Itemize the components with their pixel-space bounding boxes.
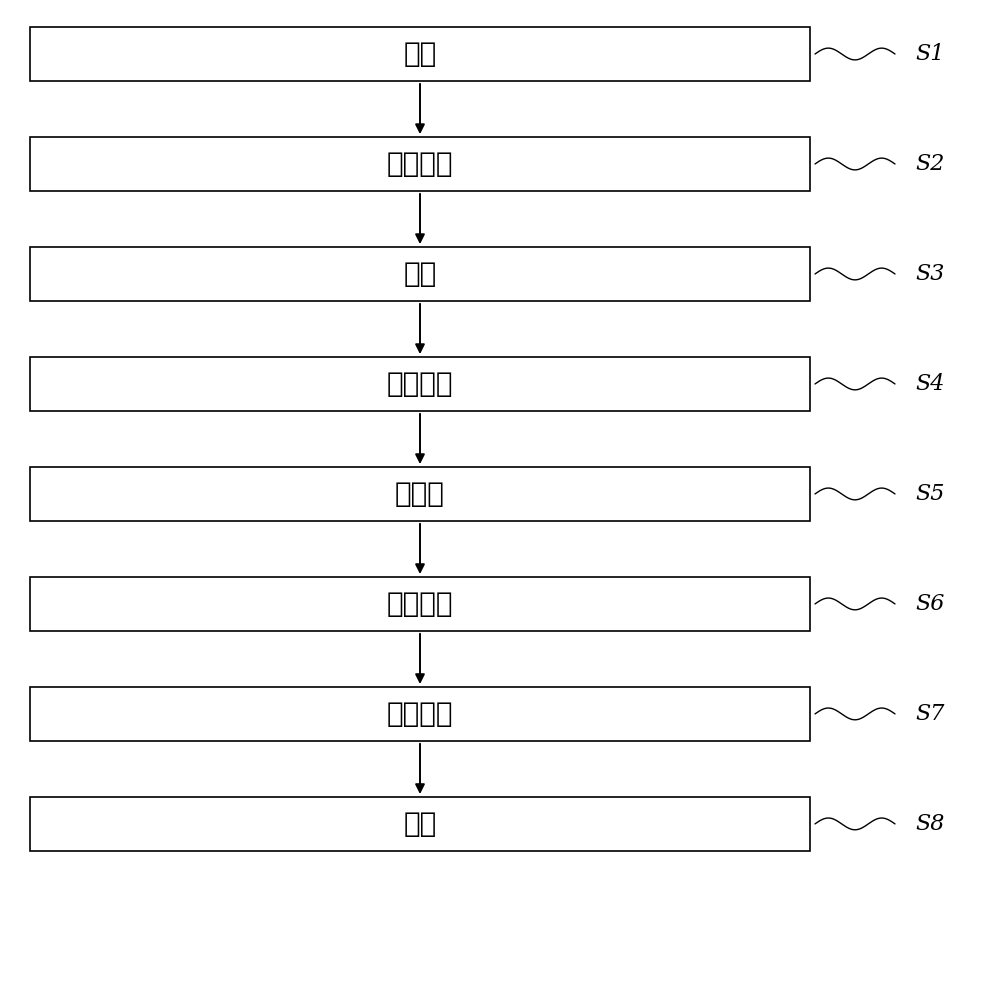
Text: S6: S6 xyxy=(915,593,944,615)
FancyBboxPatch shape xyxy=(30,136,810,191)
Text: S7: S7 xyxy=(915,703,944,725)
Text: S1: S1 xyxy=(915,43,944,65)
Text: 微波预烧: 微波预烧 xyxy=(387,370,453,398)
Text: S5: S5 xyxy=(915,483,944,505)
Text: 烘干: 烘干 xyxy=(403,260,437,288)
FancyBboxPatch shape xyxy=(30,247,810,300)
Text: S4: S4 xyxy=(915,373,944,395)
FancyBboxPatch shape xyxy=(30,797,810,850)
Text: 配料: 配料 xyxy=(403,40,437,68)
Text: 压制生坡: 压制生坡 xyxy=(387,700,453,728)
Text: S3: S3 xyxy=(915,263,944,285)
Text: S2: S2 xyxy=(915,153,944,175)
FancyBboxPatch shape xyxy=(30,356,810,411)
FancyBboxPatch shape xyxy=(30,687,810,741)
Text: 一次球磨: 一次球磨 xyxy=(387,150,453,178)
FancyBboxPatch shape xyxy=(30,27,810,82)
FancyBboxPatch shape xyxy=(30,467,810,521)
Text: S8: S8 xyxy=(915,813,944,835)
Text: 烧结: 烧结 xyxy=(403,810,437,838)
FancyBboxPatch shape xyxy=(30,577,810,631)
Text: 二次球磨: 二次球磨 xyxy=(387,590,453,618)
Text: 初破碎: 初破碎 xyxy=(395,480,445,508)
